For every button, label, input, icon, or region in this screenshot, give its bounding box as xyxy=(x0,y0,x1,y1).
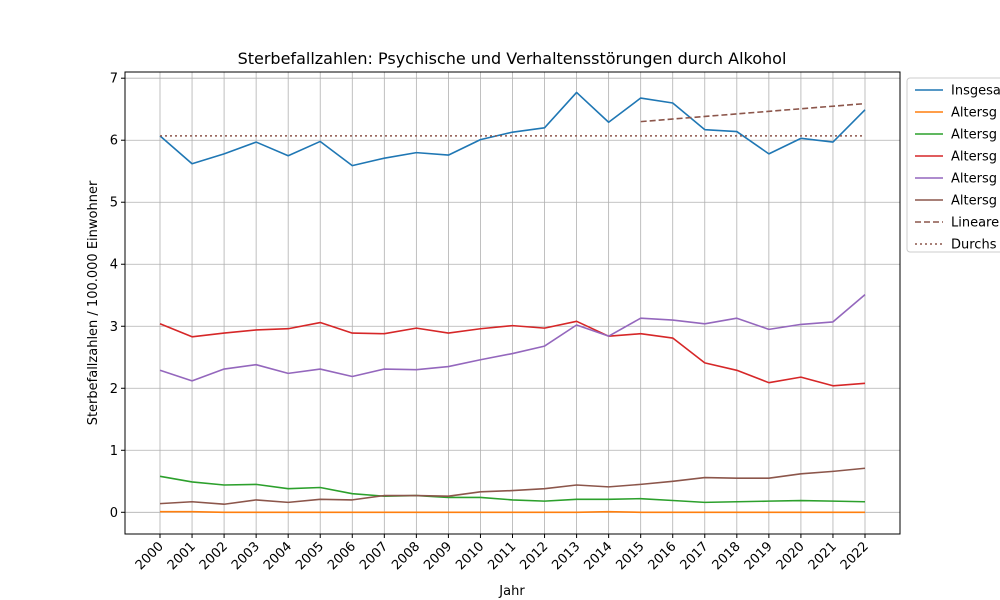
y-tick-label: 4 xyxy=(110,258,118,273)
x-tick-label: 2016 xyxy=(646,539,680,573)
x-tick-label: 2008 xyxy=(389,539,423,573)
y-tick-label: 5 xyxy=(110,196,118,211)
series-line-5 xyxy=(159,294,866,382)
x-tick-label: 2007 xyxy=(357,539,391,573)
y-tick-label: 2 xyxy=(110,382,118,397)
x-tick-label: 2022 xyxy=(838,539,872,573)
y-axis-label: Sterbefallzahlen / 100.000 Einwohner xyxy=(86,180,101,425)
x-tick-label: 2002 xyxy=(197,539,231,573)
x-axis: 2000200120022003200420052006200720082009… xyxy=(133,534,872,573)
x-tick-label: 2019 xyxy=(742,539,776,573)
x-tick-label: 2017 xyxy=(678,539,712,573)
x-tick-label: 2006 xyxy=(325,539,359,573)
y-axis: 0 1 2 3 4 5 6 7 xyxy=(110,72,125,521)
x-axis-label: Jahr xyxy=(498,584,525,599)
y-tick-label: 7 xyxy=(110,72,118,87)
legend: Insgesa Altersg Altersg Altersg Altersg Alter… xyxy=(906,77,1000,253)
x-tick-label: 2005 xyxy=(293,539,327,573)
legend-label: Insgesa xyxy=(951,84,1000,99)
x-tick-label: 2003 xyxy=(229,539,263,573)
x-tick-label: 2011 xyxy=(485,539,519,573)
x-tick-label: 2004 xyxy=(261,539,295,573)
legend-label: Altersg xyxy=(951,150,997,165)
legend-label: Altersg xyxy=(951,106,997,121)
x-tick-label: 2009 xyxy=(421,539,455,573)
legend-label: Altersg xyxy=(951,172,997,187)
y-tick-label: 6 xyxy=(110,134,118,149)
x-tick-label: 2000 xyxy=(133,539,167,573)
y-tick-label: 3 xyxy=(110,320,118,335)
x-tick-label: 2012 xyxy=(517,539,551,573)
legend-label: Durchs xyxy=(951,238,997,253)
series-line-2 xyxy=(160,510,865,514)
legend-label: Altersg xyxy=(951,194,997,209)
y-tick-label: 0 xyxy=(110,506,118,521)
series-line-6 xyxy=(159,467,866,506)
x-tick-label: 2018 xyxy=(710,539,744,573)
legend-label: Altersg xyxy=(951,128,997,143)
series-line-1 xyxy=(159,91,866,167)
x-tick-label: 2014 xyxy=(581,539,615,573)
x-tick-label: 2020 xyxy=(774,539,808,573)
legend-label: Lineare xyxy=(951,216,999,231)
x-tick-label: 2001 xyxy=(165,539,199,573)
chart-title: Sterbefallzahlen: Psychische und Verhalt… xyxy=(238,49,787,68)
series-line-7 xyxy=(640,102,866,123)
y-tick-label: 1 xyxy=(110,444,118,459)
series-line-4 xyxy=(159,320,866,387)
x-tick-label: 2013 xyxy=(549,539,583,573)
x-tick-label: 2010 xyxy=(453,539,487,573)
plot-lines xyxy=(159,91,866,514)
x-tick-label: 2015 xyxy=(614,539,648,573)
grid xyxy=(125,72,900,534)
x-tick-label: 2021 xyxy=(806,539,840,573)
legend-frame xyxy=(906,77,1000,253)
series-line-3 xyxy=(159,475,866,504)
